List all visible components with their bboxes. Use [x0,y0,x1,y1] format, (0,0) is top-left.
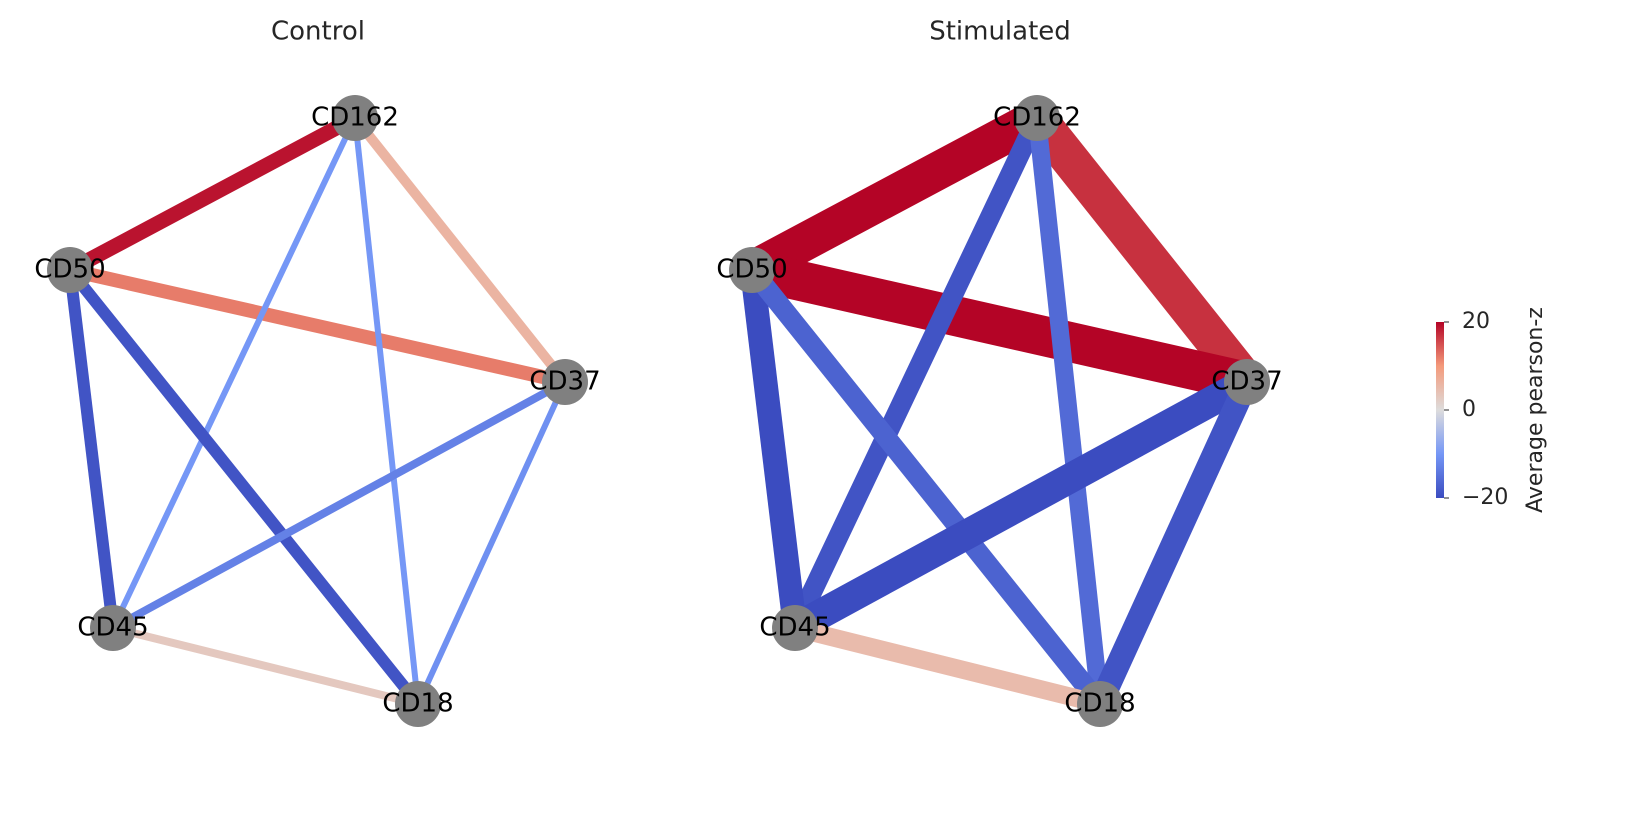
edge [415,380,568,706]
node [542,359,588,405]
colorbar-tick-label: 0 [1462,397,1476,422]
node-label: CD18 [382,689,453,719]
edge [740,268,807,630]
colorbar-label: Average pearson-z [1523,307,1548,513]
node [395,681,441,727]
edge [65,266,423,708]
panel-title: Control [271,17,365,47]
node-label: CD37 [1211,367,1282,397]
edge [110,116,358,630]
edge [64,269,119,629]
node [90,605,136,651]
colorbar [1436,322,1444,498]
edge [112,624,419,708]
node [332,95,378,141]
node-label: CD162 [311,103,399,133]
node-label: CD50 [716,255,787,285]
edge [68,263,567,389]
node-label: CD45 [77,613,148,643]
edge [747,250,1252,402]
edge [744,263,1108,711]
edge [1028,117,1109,705]
edge [111,378,567,632]
edge [351,114,569,386]
node [1014,95,1060,141]
colorbar-tick-label: −20 [1462,485,1508,510]
node [1077,681,1123,727]
node-label: CD162 [993,103,1081,133]
node-label: CD18 [1064,689,1135,719]
node [772,605,818,651]
node [729,247,775,293]
edge [787,368,1255,642]
node-label: CD45 [759,613,830,643]
edge [1022,106,1262,394]
edge [66,111,359,277]
edge [1089,377,1258,709]
panel-title: Stimulated [929,17,1071,47]
edge [792,619,1103,713]
edge [785,113,1047,633]
edge [743,101,1046,287]
node-label: CD50 [34,255,105,285]
node-label: CD37 [529,367,600,397]
node [1224,359,1270,405]
edge [352,117,421,705]
node [47,247,93,293]
colorbar-tick-label: 20 [1462,309,1490,334]
